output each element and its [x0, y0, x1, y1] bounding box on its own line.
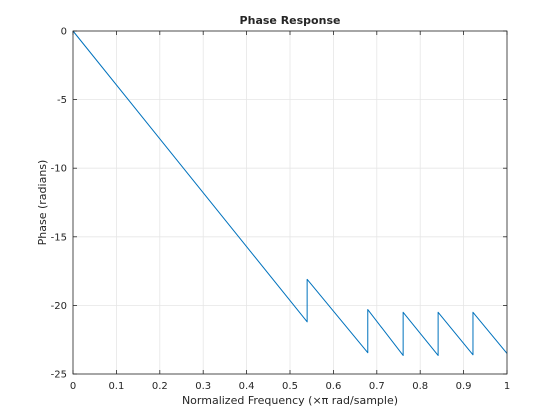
x-tick-label: 0.6 — [325, 381, 341, 392]
y-tick-label: -25 — [51, 370, 67, 381]
x-tick-label: 0.9 — [456, 381, 472, 392]
axis-ticks — [72, 30, 508, 375]
x-tick-label: 0.3 — [195, 381, 211, 392]
y-tick-label: 0 — [61, 27, 67, 38]
x-tick-label: 0.2 — [152, 381, 168, 392]
chart-title: Phase Response — [240, 14, 341, 27]
x-tick-labels: 0 0.1 0.2 0.3 0.4 0.5 0.6 0.7 0.8 0.9 1 — [70, 381, 510, 392]
y-tick-labels: 0 -5 -10 -15 -20 -25 — [51, 27, 67, 381]
x-tick-label: 0.4 — [239, 381, 255, 392]
x-axis-label: Normalized Frequency (×π rad/sample) — [182, 394, 398, 407]
x-tick-label: 0.5 — [282, 381, 298, 392]
y-tick-label: -15 — [51, 232, 67, 243]
x-tick-label: 1 — [504, 381, 510, 392]
x-tick-label: 0.7 — [369, 381, 385, 392]
y-tick-label: -20 — [51, 301, 67, 312]
y-axis-label: Phase (radians) — [36, 160, 49, 246]
data-layer — [72, 30, 508, 356]
phase-series-line — [72, 30, 508, 356]
x-tick-label: 0 — [70, 381, 76, 392]
x-tick-label: 0.1 — [108, 381, 124, 392]
y-tick-label: -10 — [51, 164, 67, 175]
y-tick-label: -5 — [57, 95, 67, 106]
x-tick-label: 0.8 — [412, 381, 428, 392]
